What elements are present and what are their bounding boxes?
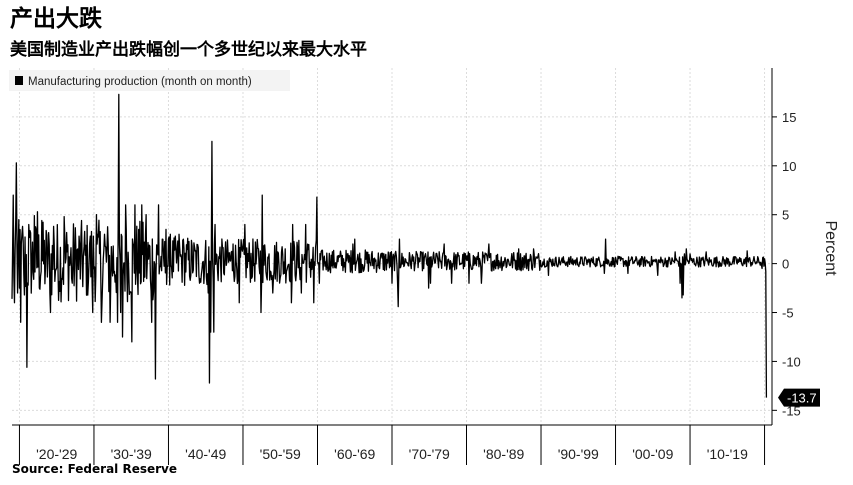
x-tick-label: '00-'09: [632, 446, 673, 462]
y-tick-label: -5: [782, 306, 794, 321]
x-tick-label: '70-'79: [409, 446, 450, 462]
chart-title: 产出大跌: [10, 6, 102, 32]
y-tick-label: -10: [782, 354, 801, 369]
y-tick-labels: -15 -10 -5 0 5 10 15: [782, 110, 801, 418]
y-tick-label: 0: [782, 257, 789, 272]
legend: Manufacturing production (month on month…: [9, 70, 290, 91]
gridlines: [12, 68, 772, 425]
x-tick-label: '10-'19: [707, 446, 748, 462]
x-tick-label: '20-'29: [36, 446, 77, 462]
x-tick-labels: '20-'29 '30-'39 '40-'49 '50-'59 '60-'69 '70-'…: [36, 446, 748, 462]
last-value-callout: -13.7: [778, 388, 820, 407]
x-tick-label: '80-'89: [483, 446, 524, 462]
x-tick-label: '50-'59: [260, 446, 301, 462]
source-note: Source: Federal Reserve: [12, 462, 177, 476]
chart-subtitle: 美国制造业产出跌幅创一个多世纪以来最大水平: [10, 40, 367, 60]
axes: [12, 68, 777, 465]
x-tick-label: '90-'99: [558, 446, 599, 462]
last-value-callout-box: [778, 388, 820, 407]
y-axis-label: Percent: [822, 220, 839, 276]
legend-background: [9, 70, 290, 91]
x-tick-label: '60-'69: [334, 446, 375, 462]
legend-swatch: [15, 76, 23, 85]
series-line-manufacturing: [11, 93, 768, 398]
x-tick-label: '40-'49: [185, 446, 226, 462]
x-tick-label: '30-'39: [111, 446, 152, 462]
y-tick-label: 5: [782, 208, 789, 223]
legend-entry: Manufacturing production (month on month…: [28, 76, 252, 88]
y-tick-label: -15: [782, 403, 801, 418]
y-tick-label: 10: [782, 159, 796, 174]
last-value-label: -13.7: [787, 391, 817, 406]
y-tick-label: 15: [782, 110, 796, 125]
